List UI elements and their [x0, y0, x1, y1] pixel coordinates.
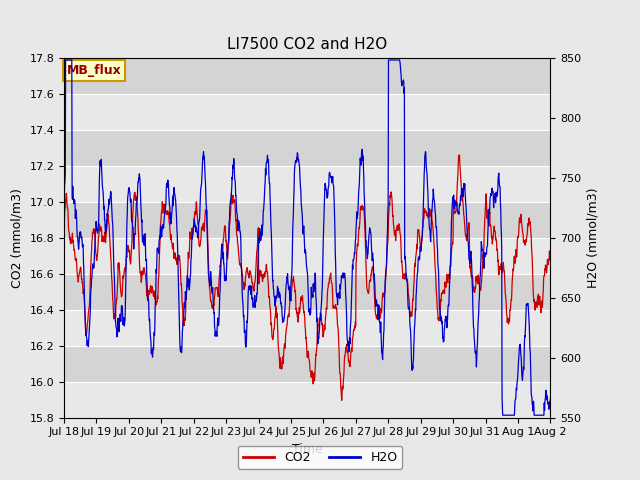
Bar: [64, 130, 550, 166]
Y-axis label: CO2 (mmol/m3): CO2 (mmol/m3): [11, 188, 24, 288]
Bar: [64, 94, 550, 130]
Y-axis label: H2O (mmol/m3): H2O (mmol/m3): [587, 187, 600, 288]
X-axis label: Time: Time: [292, 443, 323, 456]
Bar: [64, 166, 550, 202]
Bar: [64, 382, 550, 418]
Bar: [64, 274, 550, 310]
Legend: CO2, H2O: CO2, H2O: [237, 446, 403, 469]
Title: LI7500 CO2 and H2O: LI7500 CO2 and H2O: [227, 37, 387, 52]
Bar: [64, 58, 550, 94]
Bar: [64, 310, 550, 346]
Bar: [64, 202, 550, 238]
Bar: [64, 346, 550, 382]
Text: MB_flux: MB_flux: [67, 64, 121, 77]
Bar: [64, 238, 550, 274]
